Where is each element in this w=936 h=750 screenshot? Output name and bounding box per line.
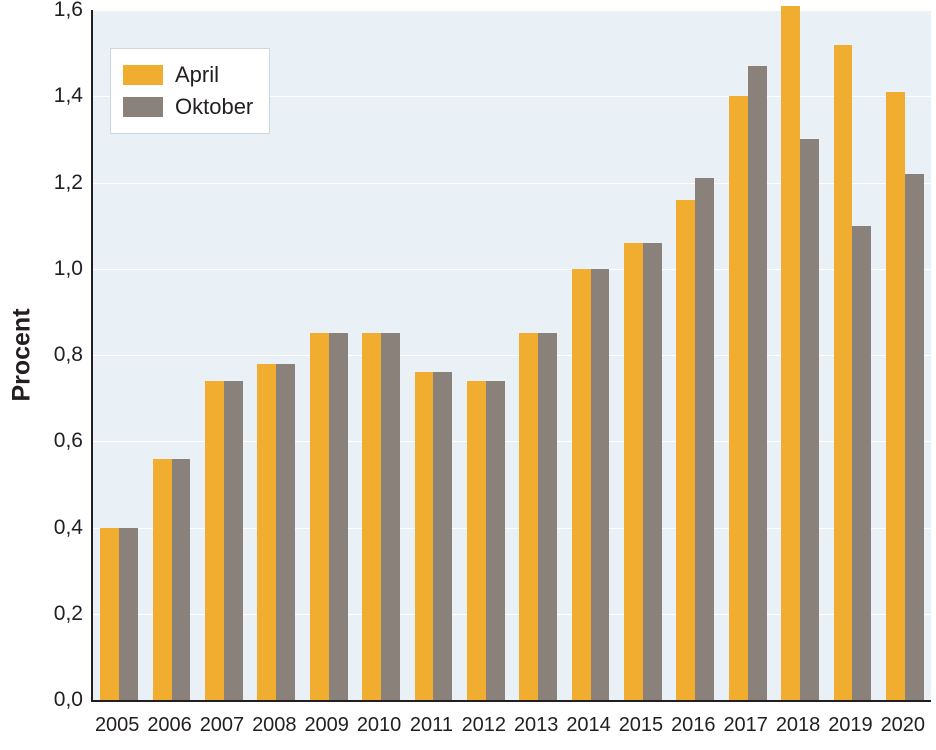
- x-tick-label: 2007: [200, 714, 245, 737]
- y-tick-label: 0,8: [54, 343, 83, 367]
- bar: [800, 139, 819, 700]
- bar: [310, 333, 329, 700]
- legend: April Oktober: [110, 48, 270, 134]
- bar: [486, 381, 505, 700]
- legend-label: Oktober: [175, 94, 253, 120]
- bar: [905, 174, 924, 700]
- x-tick-label: 2020: [881, 714, 926, 737]
- x-tick-label: 2014: [566, 714, 611, 737]
- bar: [695, 178, 714, 700]
- bar: [205, 381, 224, 700]
- y-tick-label: 1,2: [54, 171, 83, 195]
- x-tick-label: 2017: [723, 714, 768, 737]
- bar: [748, 66, 767, 700]
- legend-item: Oktober: [123, 91, 253, 123]
- bar: [676, 200, 695, 700]
- y-tick-label: 0,0: [54, 688, 83, 712]
- bar: [381, 333, 400, 700]
- legend-item: April: [123, 59, 253, 91]
- bar: [834, 45, 853, 701]
- bar: [100, 528, 119, 701]
- bar: [329, 333, 348, 700]
- bar: [415, 372, 434, 700]
- x-tick-label: 2016: [671, 714, 716, 737]
- bar: [624, 243, 643, 700]
- gridline: [93, 10, 931, 11]
- legend-swatch: [123, 97, 163, 117]
- x-tick-label: 2006: [147, 714, 192, 737]
- bar: [433, 372, 452, 700]
- bar: [153, 459, 172, 701]
- bar: [257, 364, 276, 700]
- y-tick-label: 0,6: [54, 429, 83, 453]
- x-tick-label: 2011: [410, 714, 453, 737]
- bar: [172, 459, 191, 701]
- x-tick-labels: 2005 2006 2007 2008 2009 2010 2011 2012 2013 2014…: [91, 714, 929, 744]
- bar: [572, 269, 591, 700]
- bar: [276, 364, 295, 700]
- legend-label: April: [175, 62, 219, 88]
- y-tick-label: 1,6: [54, 0, 83, 22]
- bar: [119, 528, 138, 701]
- y-tick-label: 1,0: [54, 257, 83, 281]
- x-tick-label: 2005: [95, 714, 140, 737]
- bar: [224, 381, 243, 700]
- x-tick-label: 2010: [357, 714, 402, 737]
- bar: [519, 333, 538, 700]
- y-tick-label: 1,4: [54, 84, 83, 108]
- legend-swatch: [123, 65, 163, 85]
- y-tick-labels: 0,00,20,40,60,81,01,21,41,6: [0, 10, 83, 700]
- x-tick-label: 2009: [304, 714, 349, 737]
- bar: [781, 6, 800, 700]
- x-tick-label: 2008: [252, 714, 297, 737]
- chart-container: Procent 0,00,20,40,60,81,01,21,41,6 2005…: [0, 0, 936, 750]
- bar: [362, 333, 381, 700]
- x-tick-label: 2019: [828, 714, 873, 737]
- y-tick-label: 0,4: [54, 516, 83, 540]
- y-tick-label: 0,2: [54, 602, 83, 626]
- x-tick-label: 2015: [619, 714, 664, 737]
- bar: [467, 381, 486, 700]
- bar: [886, 92, 905, 700]
- bar: [729, 96, 748, 700]
- x-tick-label: 2018: [776, 714, 821, 737]
- bar: [591, 269, 610, 700]
- bar: [643, 243, 662, 700]
- bar: [538, 333, 557, 700]
- x-tick-label: 2013: [514, 714, 559, 737]
- bar: [852, 226, 871, 700]
- x-tick-label: 2012: [462, 714, 507, 737]
